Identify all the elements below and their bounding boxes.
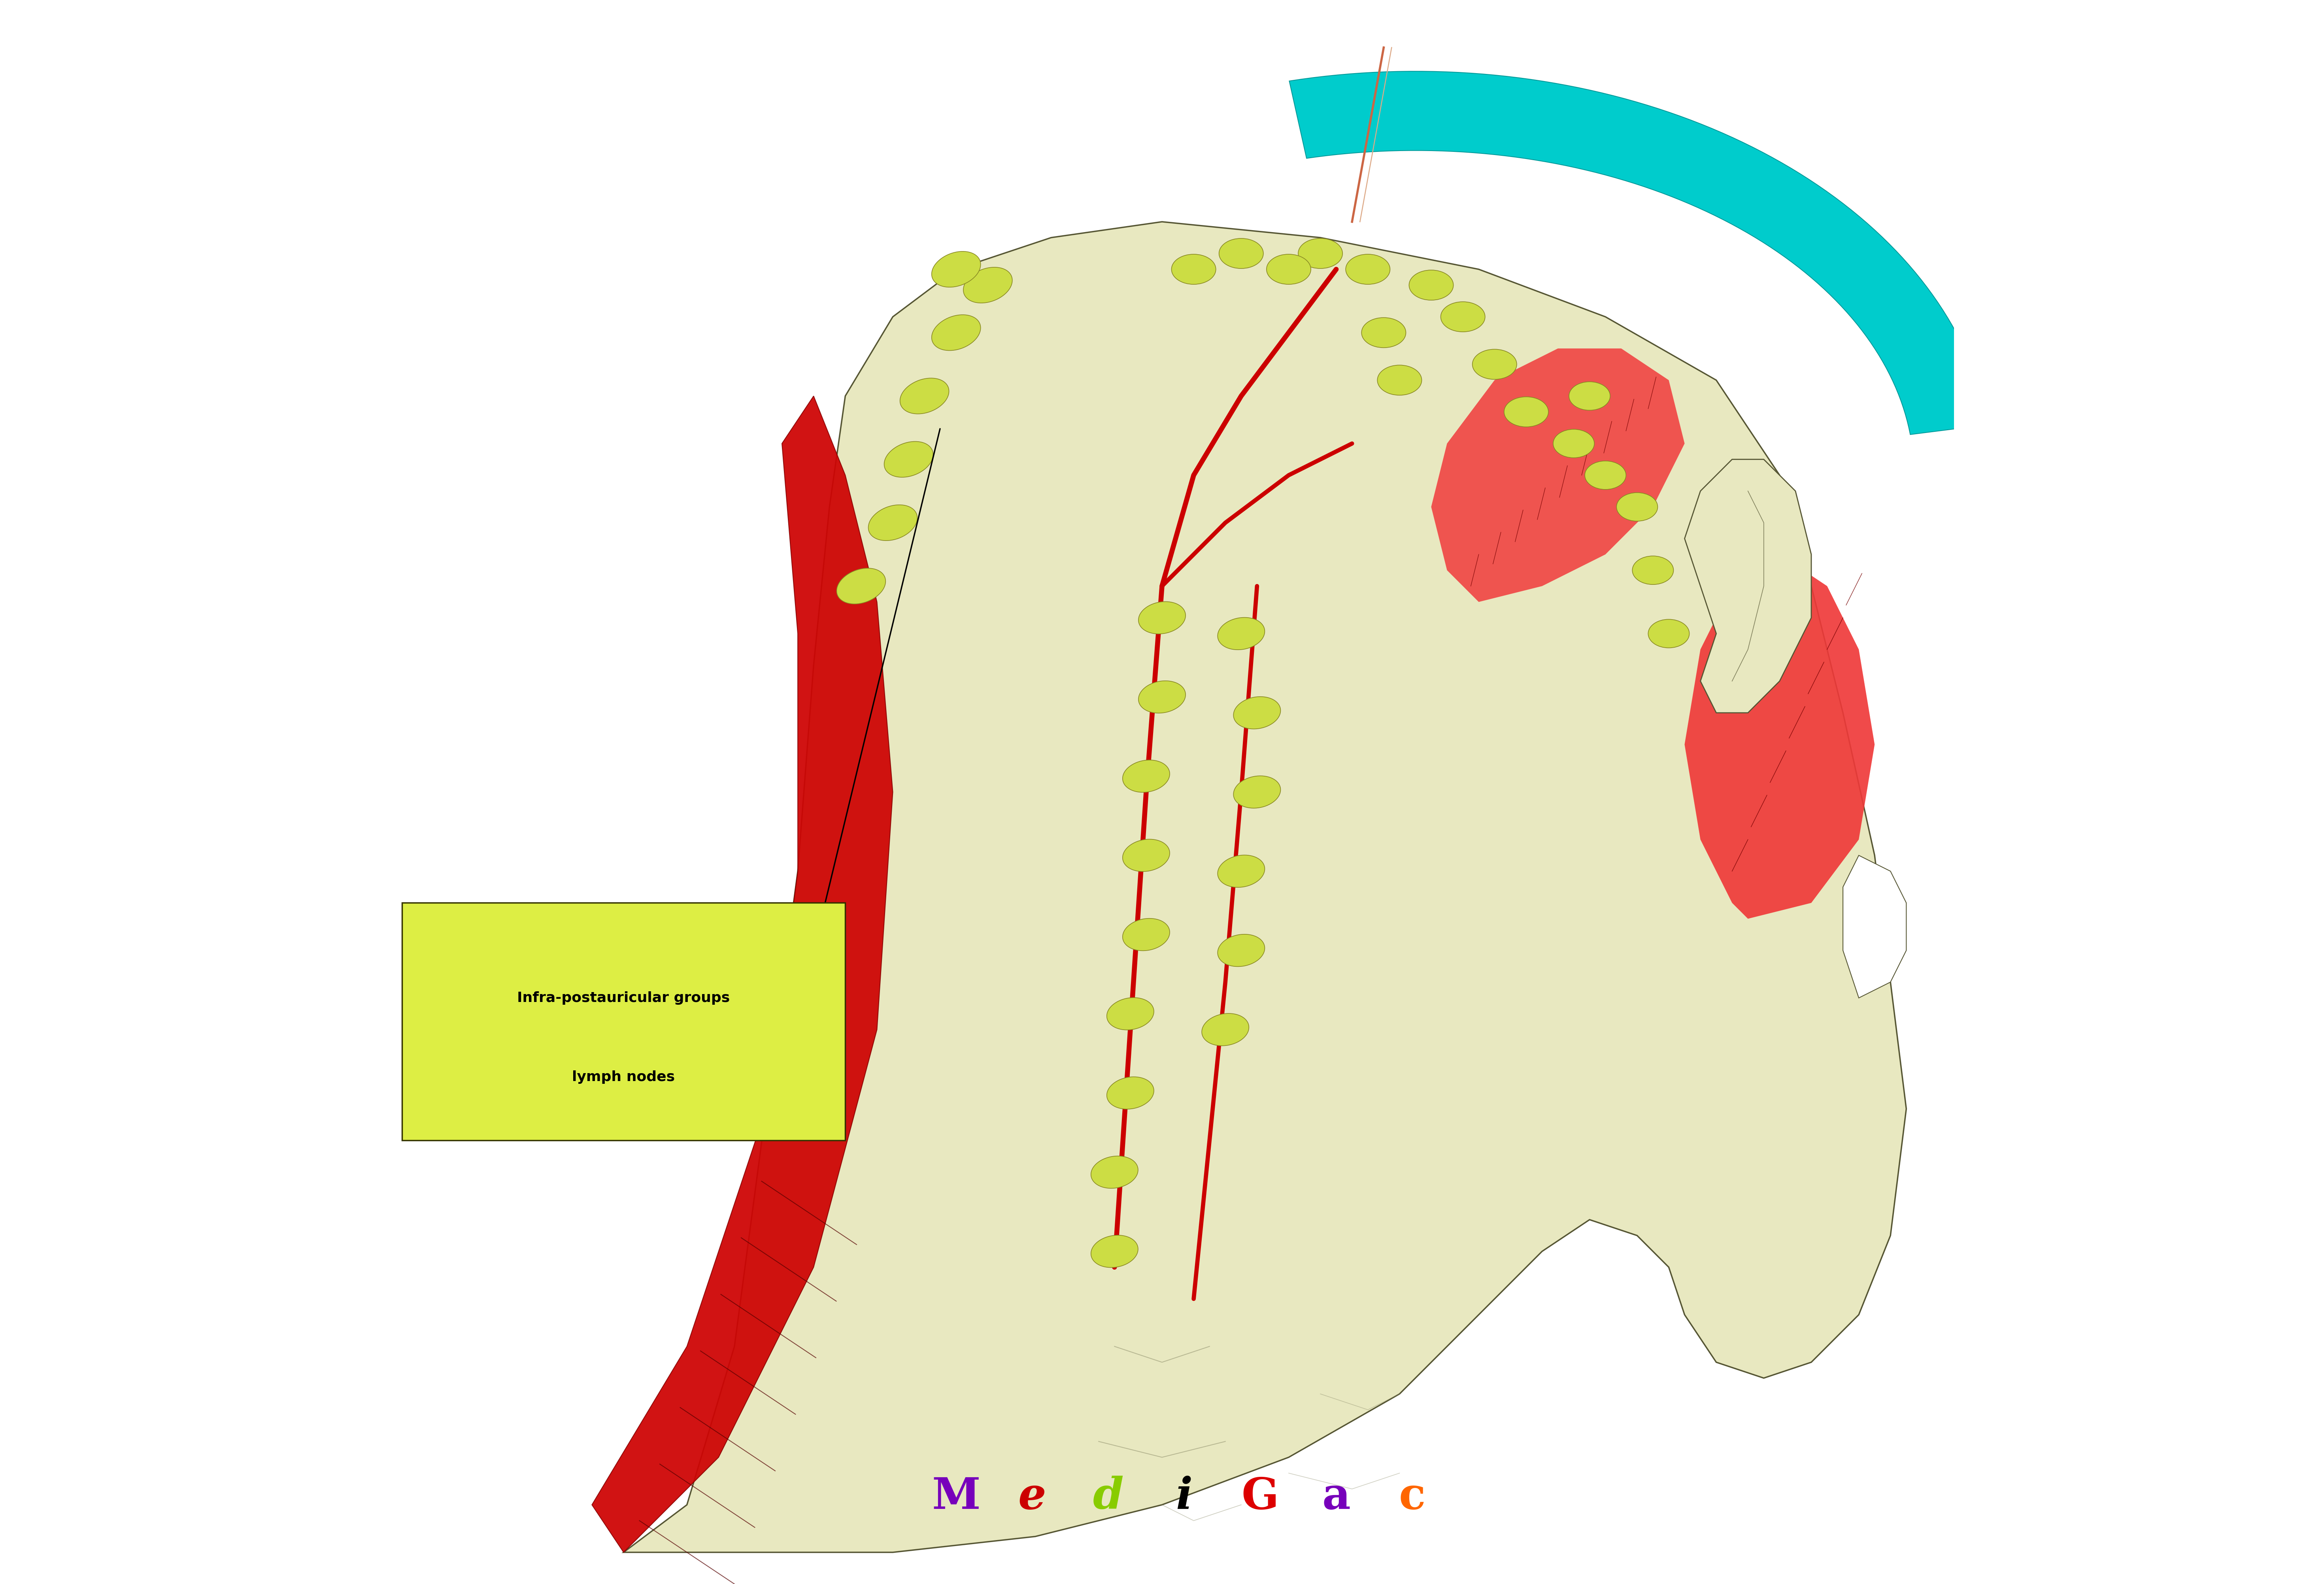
- Ellipse shape: [1090, 1156, 1139, 1188]
- Polygon shape: [1432, 348, 1685, 602]
- Text: M: M: [932, 1476, 981, 1517]
- Ellipse shape: [1106, 1077, 1155, 1109]
- Ellipse shape: [1408, 271, 1452, 301]
- Ellipse shape: [1122, 840, 1169, 871]
- Ellipse shape: [1234, 697, 1281, 729]
- Text: d: d: [1092, 1476, 1122, 1517]
- Ellipse shape: [1585, 461, 1627, 489]
- Ellipse shape: [1171, 253, 1215, 285]
- Ellipse shape: [883, 442, 934, 477]
- Ellipse shape: [1220, 239, 1264, 268]
- Ellipse shape: [1267, 253, 1311, 285]
- Polygon shape: [1843, 855, 1906, 998]
- Polygon shape: [1432, 348, 1685, 602]
- Ellipse shape: [964, 268, 1013, 303]
- Polygon shape: [593, 396, 892, 1552]
- Text: a: a: [1322, 1476, 1350, 1517]
- Ellipse shape: [1648, 619, 1690, 648]
- Text: e: e: [1018, 1476, 1046, 1517]
- Ellipse shape: [1552, 429, 1594, 458]
- Ellipse shape: [1569, 382, 1611, 410]
- Polygon shape: [623, 222, 1906, 1552]
- FancyBboxPatch shape: [402, 903, 846, 1140]
- Polygon shape: [1685, 554, 1875, 919]
- Ellipse shape: [1504, 398, 1548, 426]
- Polygon shape: [1685, 459, 1810, 713]
- Ellipse shape: [1473, 350, 1518, 380]
- Text: lymph nodes: lymph nodes: [572, 1071, 674, 1083]
- Ellipse shape: [1139, 681, 1185, 713]
- Text: i: i: [1176, 1476, 1192, 1517]
- Polygon shape: [1290, 71, 1989, 434]
- Ellipse shape: [1122, 760, 1169, 792]
- Ellipse shape: [932, 315, 981, 350]
- Ellipse shape: [1378, 366, 1422, 396]
- Ellipse shape: [1362, 317, 1406, 347]
- Ellipse shape: [1218, 855, 1264, 887]
- Ellipse shape: [1090, 1236, 1139, 1267]
- Ellipse shape: [1122, 919, 1169, 950]
- Ellipse shape: [1299, 239, 1343, 268]
- Ellipse shape: [1218, 618, 1264, 649]
- Ellipse shape: [1218, 935, 1264, 966]
- Ellipse shape: [1441, 303, 1485, 331]
- Ellipse shape: [899, 379, 948, 413]
- Ellipse shape: [869, 505, 918, 540]
- Ellipse shape: [1618, 493, 1657, 521]
- Ellipse shape: [932, 252, 981, 287]
- Ellipse shape: [1234, 776, 1281, 808]
- Polygon shape: [1685, 554, 1875, 919]
- Ellipse shape: [1346, 253, 1390, 285]
- Ellipse shape: [837, 569, 885, 604]
- Ellipse shape: [1631, 556, 1673, 584]
- Ellipse shape: [1106, 998, 1155, 1030]
- Text: Infra-postauricular groups: Infra-postauricular groups: [518, 992, 730, 1004]
- Text: G: G: [1241, 1476, 1278, 1517]
- Polygon shape: [593, 396, 892, 1552]
- Ellipse shape: [1139, 602, 1185, 634]
- Ellipse shape: [1202, 1014, 1248, 1045]
- Text: c: c: [1399, 1476, 1425, 1517]
